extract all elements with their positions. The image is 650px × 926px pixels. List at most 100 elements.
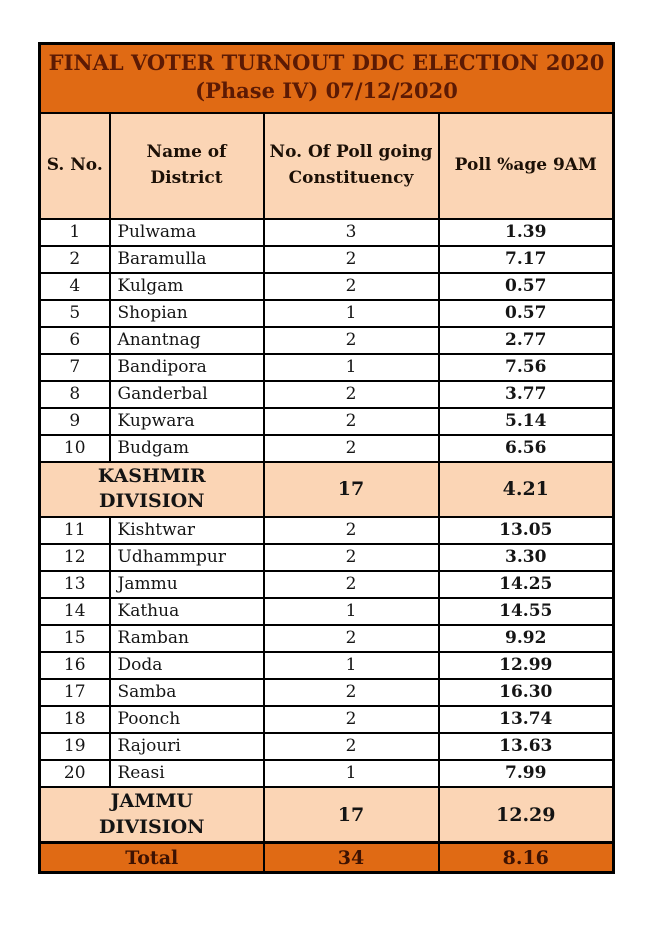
cell-sno: 7: [38, 352, 111, 382]
grand-total-row: Total 34 8.16: [38, 841, 615, 874]
cell-poll-percentage: 13.05: [437, 515, 615, 545]
cell-sno: 15: [38, 623, 111, 653]
cell-poll-percentage: 6.56: [437, 433, 615, 463]
cell-constituency-count: 2: [262, 542, 440, 572]
cell-sno: 19: [38, 731, 111, 761]
cell-constituency-count: 2: [262, 569, 440, 599]
cell-district: Jammu: [108, 569, 265, 599]
cell-sno: 20: [38, 758, 111, 788]
district-row: 12 Udhammpur 2 3.30: [38, 542, 615, 572]
cell-poll-percentage: 5.14: [437, 406, 615, 436]
cell-district: Kathua: [108, 596, 265, 626]
cell-poll-percentage: 3.77: [437, 379, 615, 409]
district-row: 15 Ramban 2 9.92: [38, 623, 615, 653]
cell-district: Samba: [108, 677, 265, 707]
cell-district: Udhammpur: [108, 542, 265, 572]
table-head: FINAL VOTER TURNOUT DDC ELECTION 2020 (P…: [38, 42, 615, 220]
total-label: Total: [38, 841, 265, 874]
cell-poll-percentage: 14.25: [437, 569, 615, 599]
division-label: JAMMU DIVISION: [38, 785, 265, 844]
cell-constituency-count: 2: [262, 515, 440, 545]
cell-constituency-count: 2: [262, 406, 440, 436]
cell-constituency-count: 2: [262, 731, 440, 761]
cell-poll-percentage: 0.57: [437, 298, 615, 328]
district-row: 4 Kulgam 2 0.57: [38, 271, 615, 301]
cell-poll-percentage: 13.63: [437, 731, 615, 761]
division-summary-row: KASHMIR DIVISION 17 4.21: [38, 460, 615, 518]
cell-constituency-count: 2: [262, 623, 440, 653]
cell-sno: 8: [38, 379, 111, 409]
cell-district: Kupwara: [108, 406, 265, 436]
cell-sno: 9: [38, 406, 111, 436]
district-row: 19 Rajouri 2 13.63: [38, 731, 615, 761]
cell-district: Kishtwar: [108, 515, 265, 545]
cell-sno: 6: [38, 325, 111, 355]
cell-poll-percentage: 14.55: [437, 596, 615, 626]
cell-constituency-count: 2: [262, 704, 440, 734]
cell-district: Reasi: [108, 758, 265, 788]
cell-district: Bandipora: [108, 352, 265, 382]
cell-constituency-count: 2: [262, 244, 440, 274]
cell-poll-percentage: 7.17: [437, 244, 615, 274]
division-poll-percentage: 12.29: [437, 785, 615, 844]
district-row: 13 Jammu 2 14.25: [38, 569, 615, 599]
cell-district: Pulwama: [108, 217, 265, 247]
cell-district: Kulgam: [108, 271, 265, 301]
cell-constituency-count: 2: [262, 379, 440, 409]
district-row: 5 Shopian 1 0.57: [38, 298, 615, 328]
district-row: 9 Kupwara 2 5.14: [38, 406, 615, 436]
cell-sno: 13: [38, 569, 111, 599]
district-row: 16 Doda 1 12.99: [38, 650, 615, 680]
column-header-row: S. No. Name of District No. Of Poll goin…: [38, 111, 615, 220]
cell-poll-percentage: 9.92: [437, 623, 615, 653]
cell-district: Rajouri: [108, 731, 265, 761]
title-row: FINAL VOTER TURNOUT DDC ELECTION 2020 (P…: [38, 42, 615, 114]
cell-district: Poonch: [108, 704, 265, 734]
voter-turnout-table: FINAL VOTER TURNOUT DDC ELECTION 2020 (P…: [38, 42, 615, 875]
cell-constituency-count: 1: [262, 596, 440, 626]
district-row: 14 Kathua 1 14.55: [38, 596, 615, 626]
cell-sno: 17: [38, 677, 111, 707]
cell-sno: 5: [38, 298, 111, 328]
district-row: 1 Pulwama 3 1.39: [38, 217, 615, 247]
total-constituency-count: 34: [262, 841, 440, 874]
district-row: 2 Baramulla 2 7.17: [38, 244, 615, 274]
cell-constituency-count: 2: [262, 271, 440, 301]
cell-poll-percentage: 1.39: [437, 217, 615, 247]
district-row: 18 Poonch 2 13.74: [38, 704, 615, 734]
division-poll-percentage: 4.21: [437, 460, 615, 518]
cell-constituency-count: 2: [262, 433, 440, 463]
column-header-sno: S. No.: [38, 111, 111, 220]
cell-sno: 4: [38, 271, 111, 301]
district-row: 7 Bandipora 1 7.56: [38, 352, 615, 382]
column-header-poll-percentage: Poll %age 9AM: [437, 111, 615, 220]
cell-poll-percentage: 3.30: [437, 542, 615, 572]
table-title: FINAL VOTER TURNOUT DDC ELECTION 2020 (P…: [38, 42, 615, 114]
cell-poll-percentage: 16.30: [437, 677, 615, 707]
total-poll-percentage: 8.16: [437, 841, 615, 874]
cell-district: Ganderbal: [108, 379, 265, 409]
cell-constituency-count: 1: [262, 352, 440, 382]
table-body: 1 Pulwama 3 1.39 2 Baramulla 2 7.17 4 Kulgam 2 0.57…: [38, 217, 615, 874]
cell-sno: 14: [38, 596, 111, 626]
cell-constituency-count: 1: [262, 758, 440, 788]
division-constituency-total: 17: [262, 785, 440, 844]
cell-poll-percentage: 7.56: [437, 352, 615, 382]
cell-poll-percentage: 7.99: [437, 758, 615, 788]
cell-sno: 2: [38, 244, 111, 274]
cell-constituency-count: 1: [262, 650, 440, 680]
division-label: KASHMIR DIVISION: [38, 460, 265, 518]
district-row: 8 Ganderbal 2 3.77: [38, 379, 615, 409]
cell-sno: 1: [38, 217, 111, 247]
cell-constituency-count: 1: [262, 298, 440, 328]
district-row: 11 Kishtwar 2 13.05: [38, 515, 615, 545]
district-row: 17 Samba 2 16.30: [38, 677, 615, 707]
district-row: 20 Reasi 1 7.99: [38, 758, 615, 788]
cell-district: Anantnag: [108, 325, 265, 355]
cell-poll-percentage: 13.74: [437, 704, 615, 734]
cell-sno: 10: [38, 433, 111, 463]
cell-constituency-count: 2: [262, 325, 440, 355]
cell-constituency-count: 3: [262, 217, 440, 247]
district-row: 6 Anantnag 2 2.77: [38, 325, 615, 355]
